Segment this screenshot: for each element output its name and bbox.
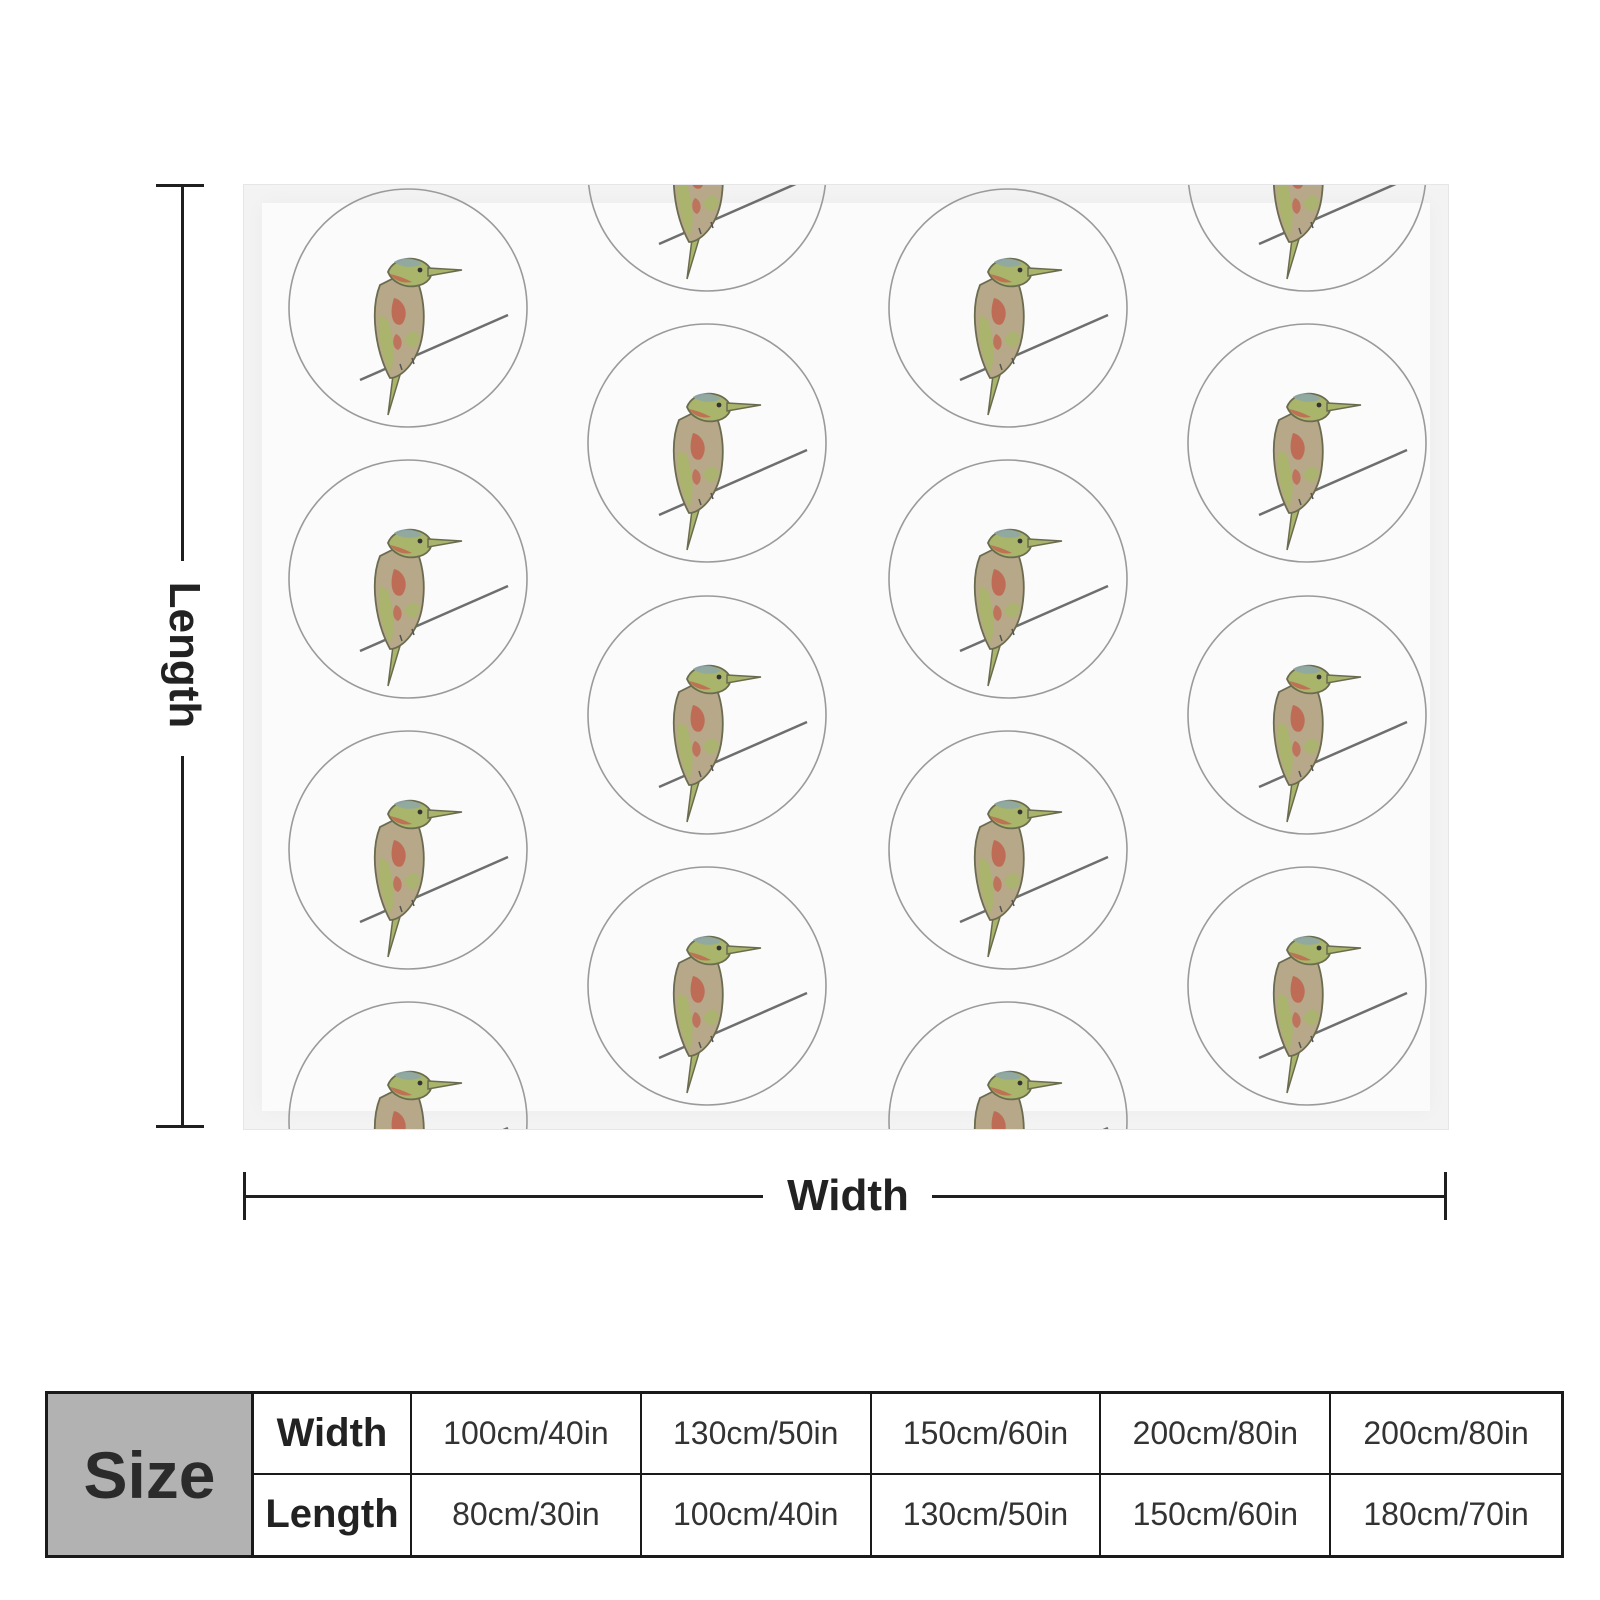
bird-illustration — [358, 257, 510, 417]
pattern-circle — [587, 323, 827, 563]
width-cell: 200cm/80in — [1331, 1394, 1561, 1475]
bird-illustration — [358, 1070, 510, 1129]
length-cell: 130cm/50in — [872, 1474, 1102, 1555]
pattern-circle — [587, 185, 827, 292]
width-cell: 100cm/40in — [412, 1394, 642, 1475]
pattern-circle — [1187, 866, 1427, 1106]
size-header: Size — [48, 1394, 254, 1555]
blanket-surface — [262, 203, 1430, 1111]
pattern-circle — [888, 730, 1128, 970]
bird-illustration — [958, 1070, 1110, 1129]
pattern-circle — [888, 1001, 1128, 1129]
bird-illustration — [657, 935, 809, 1095]
width-cell: 150cm/60in — [871, 1394, 1102, 1475]
length-top-cap — [156, 184, 204, 187]
bird-illustration — [1257, 935, 1409, 1095]
bird-illustration — [1257, 185, 1409, 281]
pattern-circle — [288, 188, 528, 428]
pattern-circle — [888, 459, 1128, 699]
pattern-circle — [587, 595, 827, 835]
bird-illustration — [358, 799, 510, 959]
bird-illustration — [958, 528, 1110, 688]
width-cell: 130cm/50in — [641, 1394, 872, 1475]
length-line-lower — [181, 756, 184, 1128]
width-right-cap — [1444, 1172, 1447, 1220]
pattern-circle — [288, 730, 528, 970]
width-label: Width — [787, 1171, 909, 1220]
bird-pattern — [288, 185, 1427, 1129]
bird-illustration — [1257, 664, 1409, 824]
length-cell: 100cm/40in — [642, 1474, 872, 1555]
length-line-upper — [181, 184, 184, 561]
length-cell: 80cm/30in — [412, 1474, 642, 1555]
size-table: Size Width 100cm/40in 130cm/50in 150cm/6… — [45, 1391, 1564, 1558]
row-label-width: Width — [254, 1394, 412, 1475]
length-bottom-cap — [156, 1125, 204, 1128]
bird-illustration — [958, 799, 1110, 959]
bird-illustration — [358, 528, 510, 688]
pattern-circle — [1187, 595, 1427, 835]
width-line-right — [932, 1195, 1447, 1198]
width-cell: 200cm/80in — [1101, 1394, 1332, 1475]
row-label-length: Length — [254, 1474, 412, 1555]
pattern-circle — [888, 188, 1128, 428]
bird-illustration — [657, 392, 809, 552]
bird-illustration — [1257, 392, 1409, 552]
pattern-circle — [288, 1001, 528, 1129]
bird-illustration — [657, 185, 809, 281]
bird-illustration — [657, 664, 809, 824]
pattern-circle — [1187, 323, 1427, 563]
pattern-circle — [288, 459, 528, 699]
bird-illustration — [958, 257, 1110, 417]
pattern-circle — [587, 866, 827, 1106]
length-cell: 150cm/60in — [1101, 1474, 1332, 1555]
blanket-image — [243, 184, 1449, 1130]
length-cell: 180cm/70in — [1363, 1496, 1529, 1533]
width-line-left — [243, 1195, 763, 1198]
length-label: Length — [160, 581, 209, 729]
size-grid: Width 100cm/40in 130cm/50in 150cm/60in 2… — [254, 1394, 1561, 1555]
pattern-circle — [1187, 185, 1427, 292]
